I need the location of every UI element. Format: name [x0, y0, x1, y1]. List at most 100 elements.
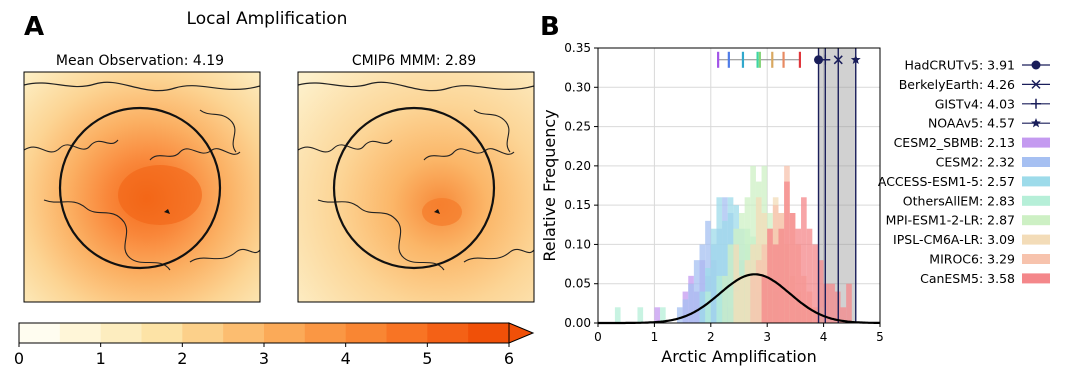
histogram-bar	[693, 260, 700, 323]
colorbar-tick-label: 5	[422, 349, 432, 368]
histogram-bar	[772, 244, 779, 323]
colorbar-segment	[345, 323, 387, 343]
colorbar-tick-label: 0	[14, 349, 24, 368]
histogram-bar	[733, 244, 739, 323]
y-tick-label: 0.35	[564, 41, 591, 55]
legend-swatch	[1022, 273, 1050, 284]
observation-marker	[833, 55, 843, 65]
histogram-bar	[784, 181, 790, 323]
x-tick-label: 5	[876, 330, 884, 344]
legend-label: GISTv4: 4.03	[935, 96, 1015, 111]
y-tick-label: 0.25	[564, 120, 591, 134]
legend-label: CESM2: 2.32	[936, 155, 1015, 170]
map-observation	[24, 72, 260, 302]
histogram-bar	[722, 220, 728, 323]
histogram-bar	[806, 228, 813, 323]
legend-swatch	[1022, 176, 1050, 187]
colorbar-segment	[100, 323, 142, 343]
colorbar-tick-label: 1	[96, 349, 106, 368]
histogram-bar	[705, 291, 711, 323]
colorbar-segment	[264, 323, 306, 343]
histogram-bar	[812, 244, 818, 323]
y-tick-label: 0.20	[564, 159, 591, 173]
histogram-bar	[676, 307, 683, 323]
histogram-bar	[840, 307, 847, 323]
x-tick-label: 0	[594, 330, 602, 344]
legend-swatch	[1022, 215, 1050, 226]
legend-label: OthersAllEM: 2.83	[903, 193, 1015, 208]
legend-swatch	[1022, 254, 1050, 264]
panel-a-title: Local Amplification	[187, 9, 348, 29]
histogram-bar	[761, 275, 768, 323]
colorbar-tick-label: 3	[259, 349, 269, 368]
legend-label: BerkelyEarth: 4.26	[899, 77, 1015, 92]
histogram-chart: 0 1 2 3 4 5 0.00 0.05 0.10 0.15 0.20 0.25 0.30 0.35 Ar…	[540, 41, 884, 366]
histogram-bar	[846, 283, 852, 323]
x-tick-label: 3	[763, 330, 771, 344]
histogram-bar	[789, 213, 796, 323]
legend-label: CESM2_SBMB: 2.13	[894, 135, 1015, 150]
legend-swatch	[1022, 195, 1050, 206]
colorbar-segment	[468, 323, 510, 343]
observation-marker	[850, 54, 861, 64]
colorbar: 0 1 2 3 4 5 6	[14, 322, 535, 368]
histogram-bar	[744, 260, 751, 323]
histogram-bar	[755, 260, 762, 323]
legend-label: NOAAv5: 4.57	[928, 116, 1015, 131]
colorbar-segment	[141, 323, 183, 343]
legend: HadCRUTv5: 3.91 BerkelyEarth: 4.26 GISTv4:…	[878, 58, 1050, 286]
colorbar-segment	[386, 323, 428, 343]
histogram-bar	[750, 275, 756, 323]
legend-marker	[1031, 60, 1041, 70]
x-tick-label: 2	[707, 330, 715, 344]
histogram-bar	[637, 307, 644, 323]
y-axis-label: Relative Frequency	[540, 109, 559, 261]
histogram-bar	[716, 275, 723, 323]
panel-b-letter: B	[540, 12, 560, 42]
legend-label: IPSL-CM6A-LR: 3.09	[893, 232, 1015, 247]
histogram-bar	[682, 299, 689, 323]
observation-marker	[820, 54, 831, 65]
colorbar-segment	[19, 323, 61, 343]
observation-marker	[814, 55, 824, 65]
map-cmip6	[298, 72, 534, 302]
histogram-bar	[778, 228, 785, 323]
histogram-bar	[722, 275, 728, 323]
legend-swatch	[1022, 137, 1050, 148]
colorbar-segment	[59, 323, 102, 343]
legend-marker	[1031, 79, 1041, 89]
histogram-bar	[660, 307, 666, 323]
histogram-bar	[795, 228, 802, 323]
histogram-bar	[739, 213, 745, 323]
histogram-bar	[767, 228, 773, 323]
colorbar-tick-label: 4	[341, 349, 351, 368]
x-tick-label: 4	[820, 330, 828, 344]
legend-label: MIROC6: 3.29	[929, 252, 1015, 267]
histogram-bar	[710, 228, 717, 323]
legend-label: MPI-ESM1-2-LR: 2.87	[886, 213, 1015, 228]
x-tick-label: 1	[651, 330, 659, 344]
histogram-bar	[823, 283, 830, 323]
legend-swatch	[1022, 157, 1050, 167]
y-tick-label: 0.10	[564, 237, 591, 251]
legend-label: HadCRUTv5: 3.91	[904, 58, 1015, 73]
colorbar-tick-label: 2	[177, 349, 187, 368]
histogram-bar	[716, 197, 723, 323]
map-cmip6-title: CMIP6 MMM: 2.89	[352, 53, 476, 69]
colorbar-tick-label: 6	[504, 349, 514, 368]
legend-label: ACCESS-ESM1-5: 2.57	[878, 174, 1015, 189]
y-tick-label: 0.05	[564, 277, 591, 291]
map-observation-title: Mean Observation: 4.19	[56, 53, 224, 69]
legend-label: CanESM5: 3.58	[920, 271, 1015, 286]
histogram-bar	[829, 283, 835, 323]
histogram-bar	[654, 307, 661, 323]
x-axis-label: Arctic Amplification	[661, 347, 816, 366]
colorbar-segment	[427, 323, 469, 343]
arctic-circle	[332, 106, 496, 270]
colorbar-segment	[223, 323, 265, 343]
histogram-bar	[614, 307, 621, 323]
colorbar-segment	[182, 323, 224, 343]
histogram-bar	[699, 244, 706, 323]
colorbar-segment	[304, 323, 347, 343]
